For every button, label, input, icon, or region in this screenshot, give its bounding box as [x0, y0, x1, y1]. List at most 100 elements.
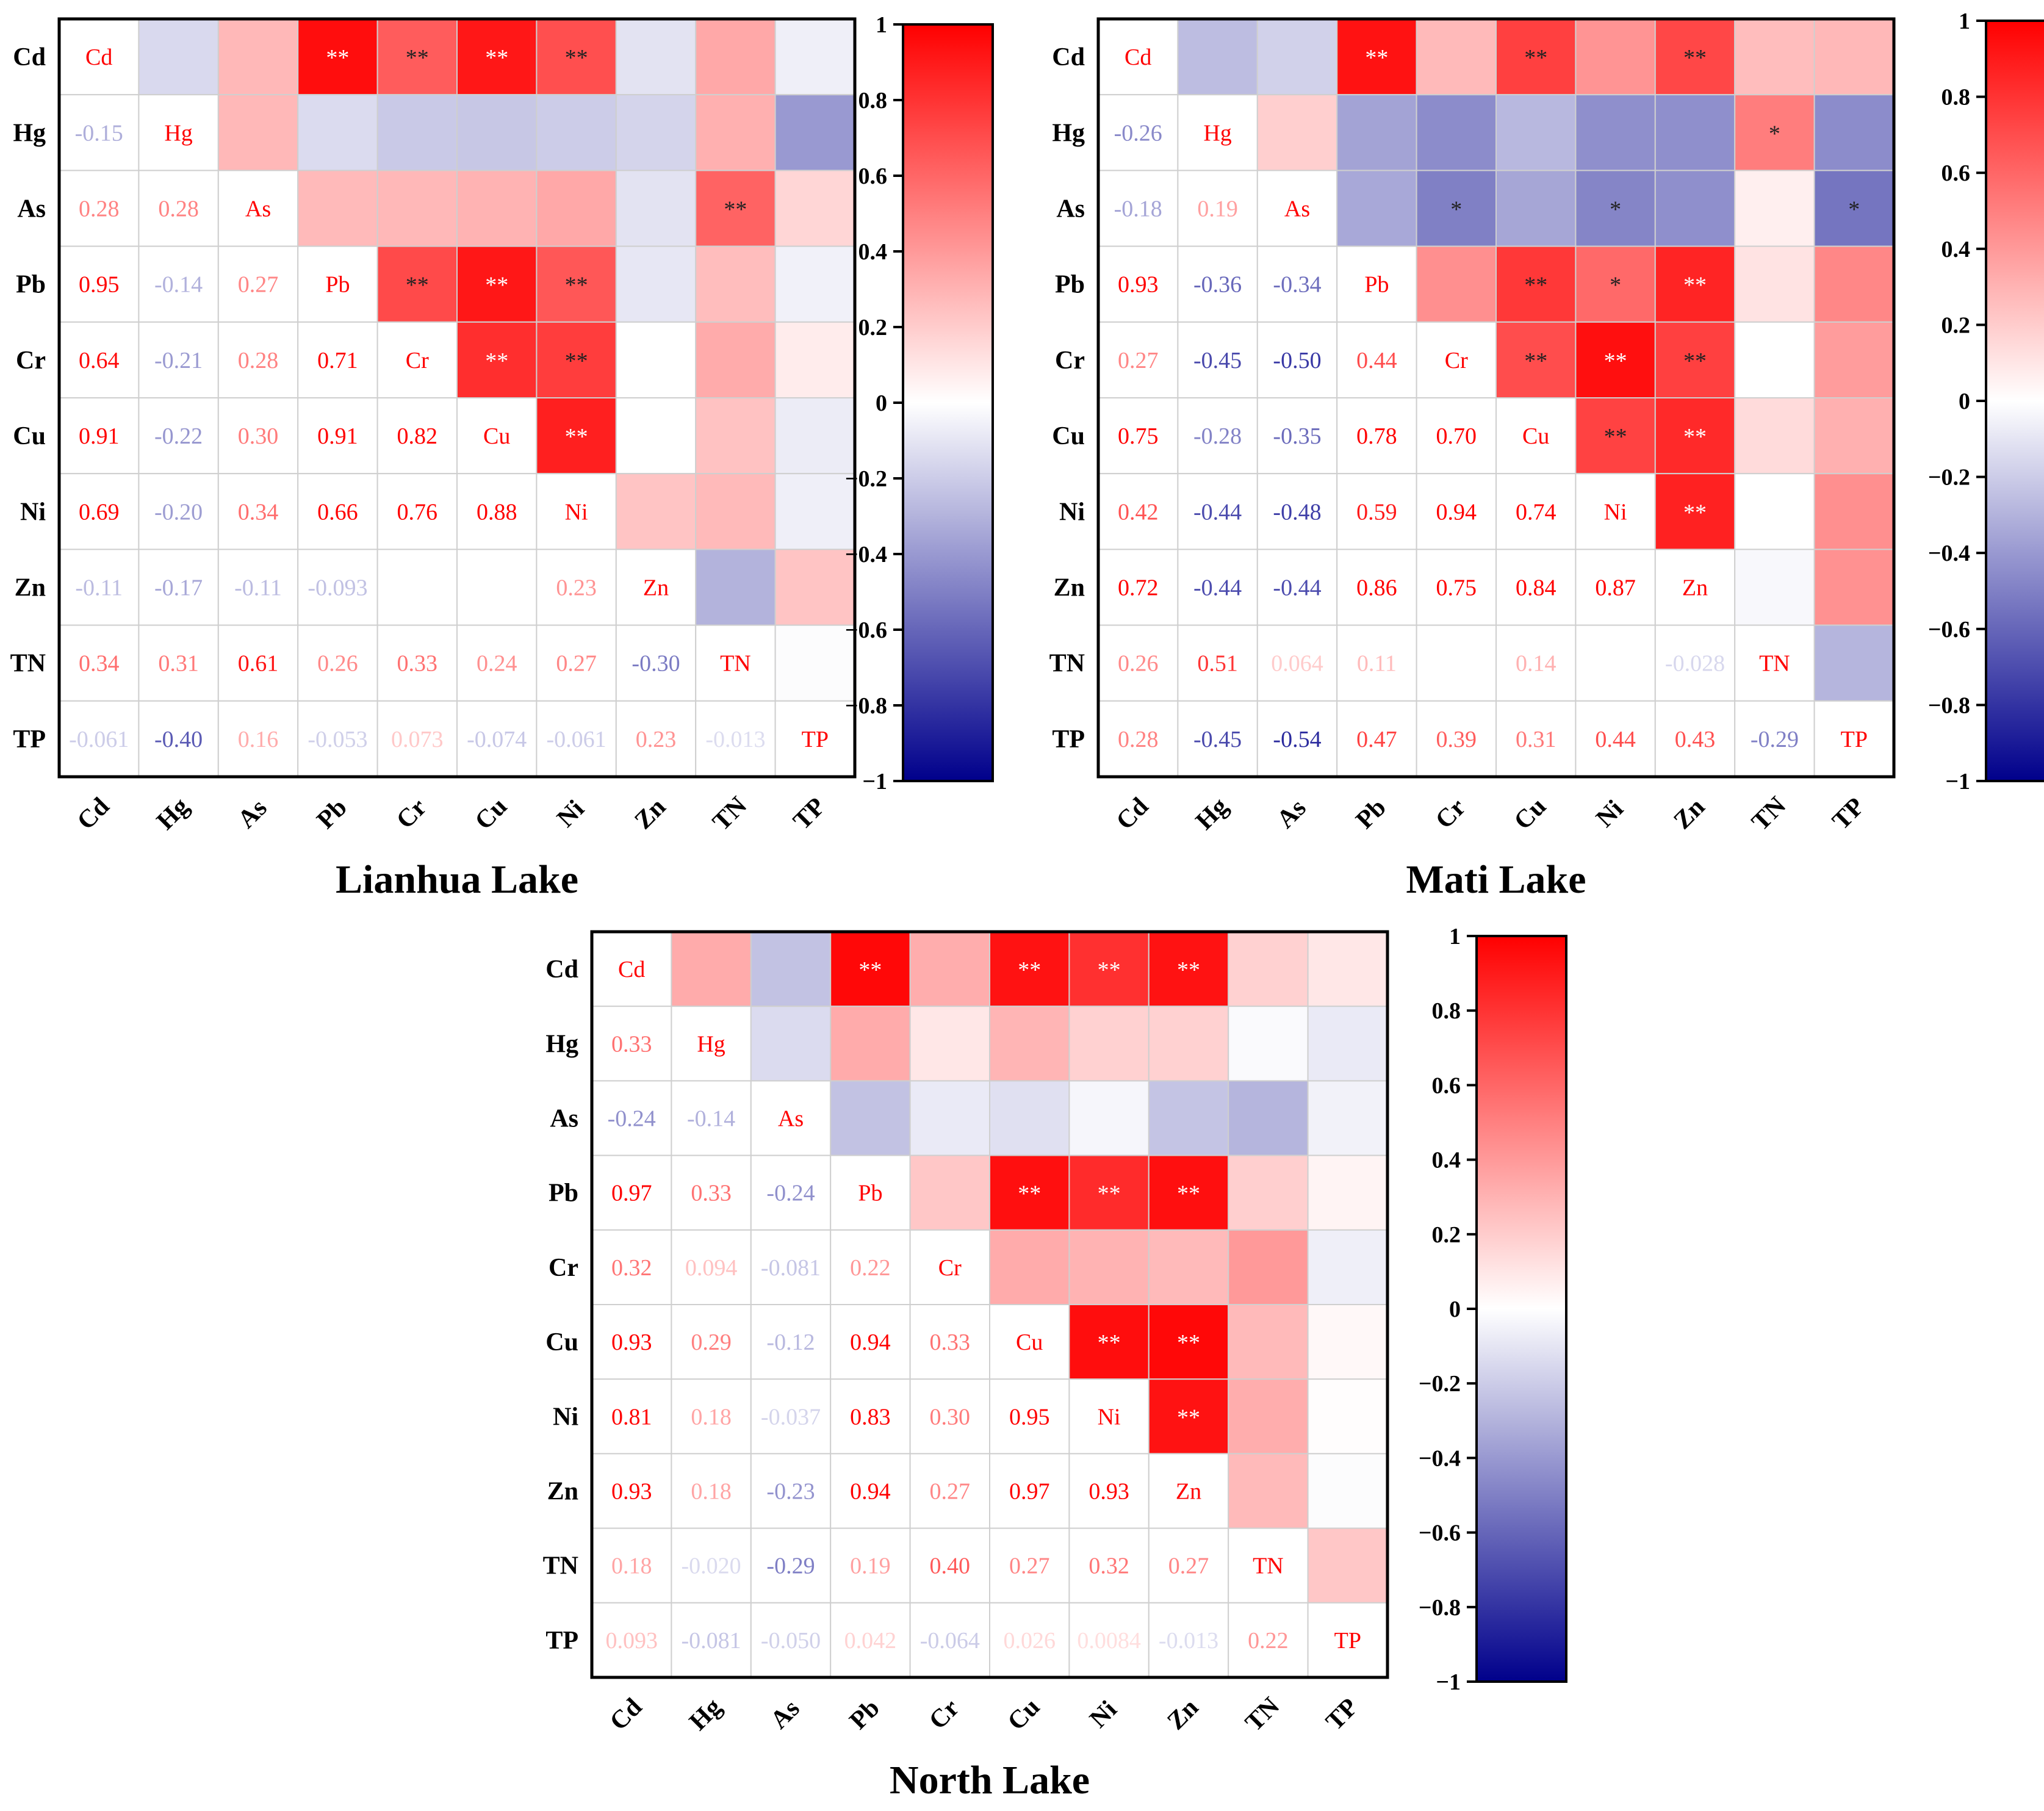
correlation-value: 0.14: [1516, 651, 1556, 677]
heatmap-cell: [615, 170, 697, 247]
diagonal-label: Cd: [1125, 45, 1151, 70]
correlation-value: 0.87: [1595, 575, 1636, 601]
correlation-value: -0.013: [1159, 1628, 1218, 1654]
colorbar-tick-label: 1: [1449, 924, 1461, 949]
heatmap-cell: [217, 549, 299, 626]
column-label: Cu: [1509, 793, 1552, 836]
correlation-value: -0.35: [1273, 423, 1321, 449]
correlation-value: 0.84: [1516, 575, 1556, 601]
heatmap-cell: [695, 94, 776, 171]
heatmap-cell: [750, 931, 832, 1007]
correlation-value: -0.11: [75, 575, 123, 601]
correlation-value: -0.15: [75, 120, 123, 146]
heatmap-cell: [297, 549, 378, 626]
correlation-value: -0.30: [632, 651, 680, 677]
heatmap-cell: [1416, 170, 1497, 247]
heatmap-cell: [695, 397, 776, 475]
row-label: Cd: [13, 43, 46, 71]
diagonal-label: Zn: [1176, 1479, 1201, 1505]
correlation-value: 0.93: [1089, 1479, 1129, 1505]
diagonal-label: TP: [1841, 727, 1868, 752]
heatmap-cell: [989, 1080, 1070, 1156]
correlation-value: 0.28: [79, 196, 120, 222]
column-label: TN: [1240, 1692, 1285, 1737]
heatmap-cell: [1654, 321, 1736, 398]
significance-mark: *: [1450, 197, 1462, 223]
heatmap-cell: [830, 1378, 911, 1455]
column-label: Cr: [1430, 793, 1471, 834]
heatmap-cell: [774, 18, 855, 96]
correlation-value: 0.70: [1436, 423, 1477, 449]
heatmap-cell: [1307, 1453, 1389, 1529]
heatmap-cell: [217, 624, 299, 702]
correlation-value: 0.69: [79, 499, 120, 525]
heatmap-cell: [217, 18, 299, 96]
heatmap-cell: [217, 245, 299, 323]
heatmap-cell: [536, 170, 617, 247]
correlation-value: 0.23: [636, 727, 677, 752]
heatmap-cell: [376, 700, 458, 778]
heatmap-cell: [615, 549, 697, 626]
heatmap-cell: [1177, 245, 1258, 323]
correlation-value: 0.18: [691, 1479, 732, 1505]
correlation-value: 0.34: [238, 499, 279, 525]
correlation-value: -0.45: [1193, 727, 1242, 752]
heatmap-cell: [774, 245, 855, 323]
correlation-value: 0.27: [1118, 348, 1159, 373]
heatmap-cell: [1148, 1527, 1229, 1604]
correlation-value: 0.97: [611, 1181, 652, 1206]
heatmap-cell: [456, 94, 538, 171]
heatmap-cell: [1148, 1378, 1229, 1455]
significance-mark: **: [485, 45, 508, 71]
heatmap-cell: [671, 1154, 752, 1231]
diagonal-label: Hg: [164, 120, 192, 146]
correlation-value: 0.66: [317, 499, 358, 525]
heatmap-cell: [1336, 473, 1417, 550]
row-label: Ni: [553, 1403, 578, 1431]
heatmap-cell: [376, 321, 458, 398]
heatmap-cell: [1177, 94, 1258, 171]
colorbar-tick-label: 0.2: [1432, 1222, 1461, 1248]
heatmap-cell: [615, 473, 697, 550]
heatmap-cell: [456, 170, 538, 247]
column-label: As: [232, 794, 273, 834]
heatmap-cell: [695, 624, 776, 702]
heatmap-cell: [297, 473, 378, 550]
significance-mark: **: [1177, 1330, 1200, 1356]
heatmap-cell: [1416, 624, 1497, 702]
correlation-value: 0.32: [611, 1255, 652, 1281]
correlation-value: 0.22: [1248, 1628, 1289, 1654]
heatmap-cell: [909, 1229, 990, 1306]
column-label: TP: [1827, 793, 1869, 835]
diagonal-label: Hg: [1203, 120, 1231, 146]
heatmap-cell: [695, 321, 776, 398]
heatmap-cell: [1307, 1006, 1389, 1082]
heatmap-cell: [1307, 1304, 1389, 1380]
correlation-value: 0.75: [1436, 575, 1477, 601]
heatmap-cell: [989, 1378, 1070, 1455]
heatmap-cell: [297, 170, 378, 247]
row-label: Pb: [16, 271, 46, 299]
heatmap-cell: [774, 473, 855, 550]
heatmap-cell: [1495, 624, 1577, 702]
heatmap-cell: [1256, 700, 1338, 778]
correlation-value: 0.34: [79, 651, 120, 677]
heatmap-cell: [909, 931, 990, 1007]
row-label: TP: [1052, 725, 1085, 754]
heatmap-cell: [1256, 245, 1338, 323]
heatmap-frame: [1096, 17, 1896, 779]
colorbar-tick-label: 0.8: [1941, 85, 1971, 110]
diagonal-label: Cr: [938, 1255, 962, 1281]
row-label: Ni: [1059, 498, 1085, 526]
heatmap-cell: [1098, 397, 1179, 475]
heatmap-cell: [1575, 245, 1656, 323]
column-label: TN: [707, 791, 752, 837]
colorbar-tick-label: −0.2: [1928, 465, 1970, 491]
heatmap-cell: [671, 1602, 752, 1679]
correlation-value: -0.081: [761, 1255, 821, 1281]
heatmap-cell: [1148, 1229, 1229, 1306]
row-label: Cu: [1052, 422, 1085, 450]
heatmap-cell: [1654, 473, 1736, 550]
heatmap-cell: [591, 1080, 672, 1156]
heatmap-cell: [830, 1006, 911, 1082]
